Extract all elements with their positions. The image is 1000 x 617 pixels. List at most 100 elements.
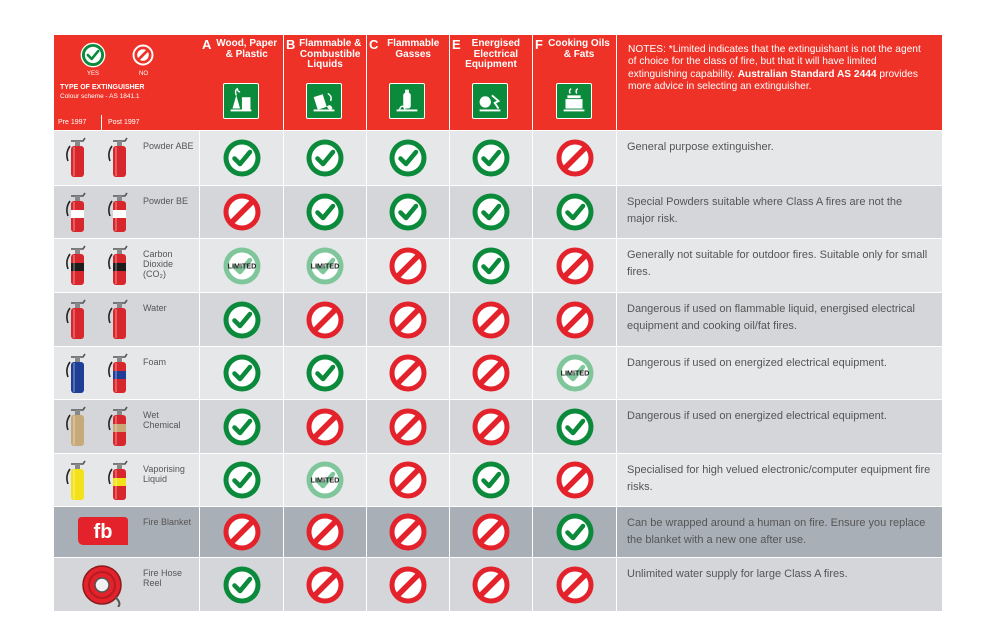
extinguisher-name: Foam xyxy=(143,357,167,367)
rating-cell xyxy=(367,507,450,557)
extinguisher-comment: Generally not suitable for outdoor fires… xyxy=(627,249,928,278)
class-label: Cooking Oils & Fats xyxy=(548,38,610,60)
post-1997-label: Post 1997 xyxy=(108,119,140,126)
no-prohibited-icon xyxy=(472,408,510,445)
rating-cell xyxy=(450,293,533,346)
extinguisher-type-cell: Fire Hose Reel xyxy=(54,558,200,611)
notes-text-end: provides more advice in selecting an ext… xyxy=(628,68,918,93)
yes-check-icon xyxy=(223,408,260,445)
post-1997-extinguisher-icon xyxy=(108,353,128,393)
post-1997-extinguisher-icon xyxy=(108,460,128,500)
extinguisher-comment: Special Powders suitable where Class A f… xyxy=(627,196,903,225)
no-prohibited-icon xyxy=(306,566,344,603)
extinguisher-name: Wet Chemical xyxy=(143,410,181,430)
class-letter: C xyxy=(369,37,379,52)
extinguisher-name: Carbon Dioxide (CO₂) xyxy=(143,249,174,279)
pre-1997-extinguisher-icon xyxy=(66,460,86,500)
svg-text:fb: fb xyxy=(94,521,113,543)
rating-cell xyxy=(533,507,617,557)
yes-check-icon xyxy=(472,461,510,499)
rating-cell xyxy=(450,400,533,453)
hose-reel-icon xyxy=(82,565,122,607)
no-prohibited-icon xyxy=(556,139,593,177)
no-prohibited-icon xyxy=(223,513,260,551)
rating-cell xyxy=(367,239,450,292)
limited-label: LIMITED xyxy=(311,476,340,485)
notes-standard: Australian Standard AS 2444 xyxy=(737,68,877,80)
class-header-b: B Flammable & Combustible Liquids xyxy=(284,35,367,130)
rating-cell xyxy=(450,454,533,506)
class-title: C Flammable Gasses xyxy=(369,37,447,60)
pre-1997-extinguisher-icon xyxy=(66,245,86,285)
limited-label: LIMITED xyxy=(560,369,589,378)
rating-cell xyxy=(284,131,367,185)
extinguisher-name: Fire Blanket xyxy=(143,517,192,527)
no-prohibited-icon xyxy=(556,461,593,499)
extinguisher-type-cell: Powder ABE xyxy=(54,131,200,185)
rating-cell xyxy=(367,131,450,185)
yes-check-icon xyxy=(223,139,260,177)
notes-text: NOTES: *Limited indicates that the extin… xyxy=(628,44,921,80)
limited-icon: LIMITED xyxy=(556,354,593,392)
rating-cell xyxy=(367,558,450,611)
yes-check-icon xyxy=(389,139,427,177)
colour-scheme: Colour scheme - AS 1841.1 xyxy=(60,93,140,100)
yes-check-icon xyxy=(556,193,593,231)
extinguisher-type-cell: fb Fire Blanket xyxy=(54,507,200,557)
rating-cell xyxy=(200,558,284,611)
yes-check-icon xyxy=(556,408,593,445)
post-1997-extinguisher-icon xyxy=(108,406,128,446)
extinguisher-row: Water Dangerous if used on flammable liqu… xyxy=(54,292,942,346)
extinguisher-name: Fire Hose Reel xyxy=(143,568,183,588)
notes-panel: NOTES: *Limited indicates that the extin… xyxy=(617,35,942,130)
extinguisher-name: Vaporising Liquid xyxy=(143,464,185,484)
extinguisher-type-cell: Powder BE xyxy=(54,186,200,238)
no-prohibited-icon xyxy=(306,513,344,551)
extinguisher-type-cell: Water xyxy=(54,293,200,346)
no-prohibited-icon xyxy=(389,513,427,551)
rating-cell xyxy=(200,507,284,557)
rating-cell xyxy=(367,400,450,453)
yes-check-icon xyxy=(223,301,260,338)
rating-cell xyxy=(200,454,284,506)
extinguisher-comment: Dangerous if used on energized electrica… xyxy=(627,410,887,422)
extinguisher-name: Powder BE xyxy=(143,196,189,206)
rating-cell xyxy=(367,186,450,238)
flammable-gas-icon xyxy=(389,83,425,119)
rating-cell xyxy=(200,186,284,238)
extinguisher-comment: General purpose extinguisher. xyxy=(627,141,774,153)
yes-check-icon xyxy=(389,193,427,231)
type-title: TYPE OF EXTINGUISHER xyxy=(60,84,145,91)
rating-cell xyxy=(533,454,617,506)
no-prohibited-icon xyxy=(306,301,344,338)
rating-cell xyxy=(284,558,367,611)
pre-1997-extinguisher-icon xyxy=(66,192,86,232)
rating-cell xyxy=(450,558,533,611)
rating-cell: LIMITED xyxy=(533,347,617,399)
extinguisher-comment: Dangerous if used on energized electrica… xyxy=(627,357,887,369)
no-prohibited-icon xyxy=(472,354,510,392)
post-1997-extinguisher-icon xyxy=(108,299,128,339)
rating-cell: LIMITED xyxy=(200,239,284,292)
extinguisher-comment: Dangerous if used on flammable liquid, e… xyxy=(627,303,915,332)
rating-cell: LIMITED xyxy=(284,454,367,506)
extinguisher-row: Fire Hose Reel Unlimited water supply for… xyxy=(54,557,942,611)
class-letter: E xyxy=(452,37,461,52)
yes-check-icon xyxy=(472,139,510,177)
rating-cell xyxy=(533,186,617,238)
extinguisher-comment: Unlimited water supply for large Class A… xyxy=(627,568,848,580)
no-prohibited-icon xyxy=(472,301,510,338)
extinguisher-type-header: YES NO TYPE OF EXTINGUISHER Colour schem… xyxy=(54,35,201,130)
post-1997-extinguisher-icon xyxy=(108,245,128,285)
yes-check-icon xyxy=(472,193,510,231)
rating-cell xyxy=(367,454,450,506)
yes-legend-label: YES xyxy=(87,71,100,77)
class-title: E Energised Electrical Equipment xyxy=(452,37,530,71)
flammable-liquids-icon xyxy=(306,83,342,119)
rating-cell xyxy=(533,239,617,292)
pre-1997-extinguisher-icon xyxy=(66,137,86,177)
extinguisher-row: Vaporising Liquid LIMITED Specialised for … xyxy=(54,453,942,506)
rating-cell xyxy=(450,507,533,557)
yes-legend-icon xyxy=(80,42,106,68)
limited-icon: LIMITED xyxy=(306,247,344,284)
